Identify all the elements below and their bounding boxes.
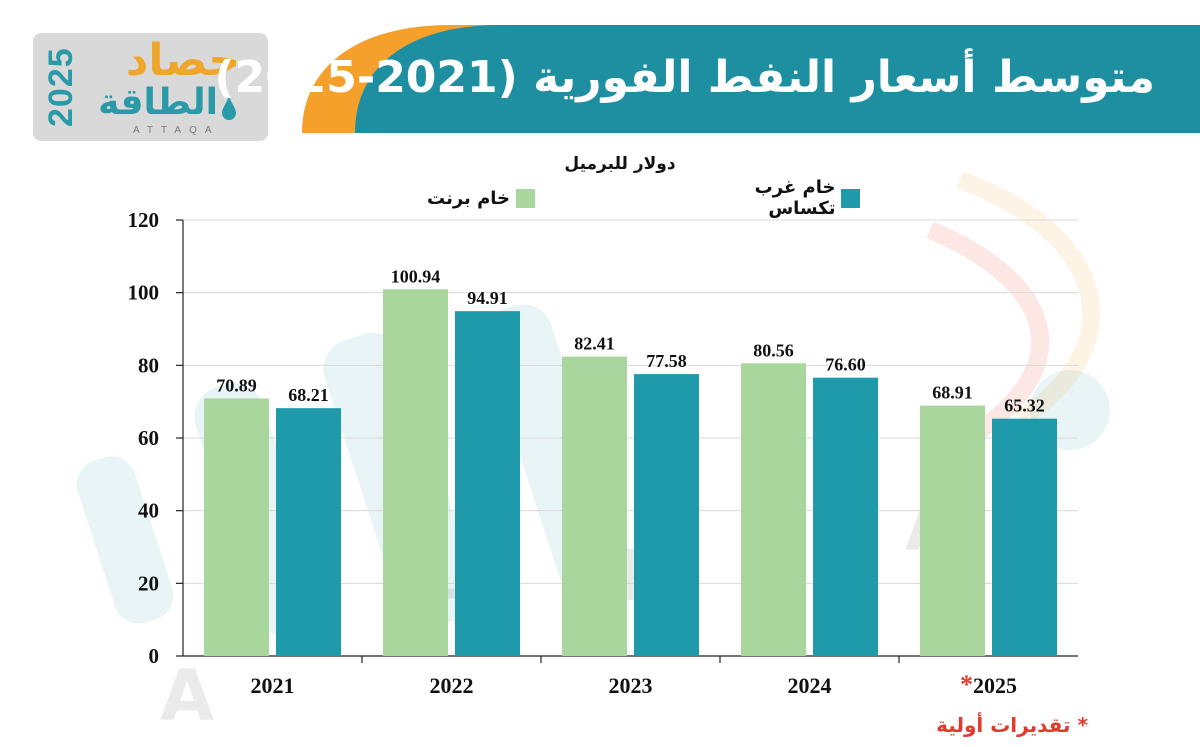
x-tick-label: 2023 [609,673,653,698]
y-tick-label: 60 [138,426,159,450]
x-tick-label: 2024 [788,673,832,698]
estimate-star: * [960,670,973,699]
legend-swatch-brent [516,188,535,208]
logo-word-energy: الطاقة [98,82,218,123]
x-tick-label: 2021 [251,673,295,698]
data-label: 68.21 [288,385,329,405]
bar-wti [276,408,341,656]
legend-item-brent: خام برنت [425,187,535,209]
oil-drop-icon [222,93,236,120]
bar-brent [383,289,448,656]
bar-wti [455,311,520,656]
data-label: 94.91 [467,288,508,308]
header-banner [302,25,1200,133]
data-label: 82.41 [574,334,615,354]
data-label: 76.60 [825,355,866,375]
bar-brent [741,363,806,656]
logo-latin: ATTAQA [133,125,220,136]
data-label: 68.91 [932,383,973,403]
chart-title: متوسط أسعار النفط الفورية (2021-2025) [214,52,1155,103]
data-label: 100.94 [391,266,441,286]
legend-label-brent: خام برنت [427,187,510,209]
bar-brent [204,398,269,656]
legend-swatch-wti [841,188,860,208]
y-tick-label: 0 [149,644,160,668]
y-tick-label: 120 [128,208,160,232]
legend-label-wti: خام غرب تكساس [754,177,836,219]
footnote-preliminary-estimates: * تقديرات أولية [936,713,1088,737]
x-tick-label: 2022 [430,673,474,698]
bar-brent [562,356,627,656]
data-label: 77.58 [646,351,687,371]
y-axis-unit-label: دولار للبرميل [564,154,676,174]
bar-wti [634,374,699,656]
x-tick-label: *2025 [960,670,1017,699]
brand-logo: 2025 حصاد الطاقة ATTAQA [33,33,268,141]
y-tick-label: 100 [128,281,160,305]
data-label: 80.56 [753,340,794,360]
bar-brent [920,405,985,656]
data-label: 70.89 [216,375,257,395]
bar-wti [992,418,1057,656]
bar-wti [813,377,878,656]
legend-item-wti: خام غرب تكساس [685,177,860,219]
y-tick-label: 40 [138,499,159,523]
y-tick-label: 80 [138,353,159,377]
logo-word-harvest: حصاد [125,35,240,86]
y-tick-label: 20 [138,571,159,595]
data-label: 65.32 [1004,396,1045,416]
